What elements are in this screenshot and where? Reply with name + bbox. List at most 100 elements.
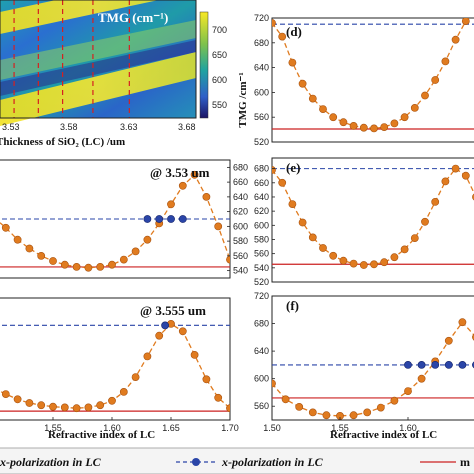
data-point-orange bbox=[202, 375, 211, 384]
data-point-orange bbox=[417, 374, 426, 383]
plot-frame bbox=[271, 295, 474, 421]
data-point-orange bbox=[288, 200, 297, 208]
data-point-orange bbox=[288, 58, 297, 67]
data-point-orange bbox=[461, 18, 470, 25]
panel-label-e: (e) bbox=[286, 160, 300, 175]
panel-b: 540 560 580 600 620 640 660 680 bbox=[0, 159, 248, 279]
panel-e: 520 540 560 580 600 620 640 660 680 bbox=[254, 157, 474, 287]
data-point-orange bbox=[390, 396, 399, 405]
data-point-orange bbox=[60, 260, 69, 269]
data-point-blue bbox=[404, 360, 412, 369]
series-line-orange bbox=[0, 173, 230, 269]
data-point-orange bbox=[178, 181, 187, 190]
data-point-orange bbox=[13, 395, 22, 404]
data-point-orange bbox=[72, 404, 81, 413]
data-point-orange bbox=[349, 259, 358, 268]
y-tick-label: 560 bbox=[254, 112, 269, 122]
data-point-orange bbox=[370, 260, 378, 269]
y-tick-label: 680 bbox=[254, 319, 269, 329]
line-panels: 540 560 580 600 620 640 660 680 1.55 1.60 1.65 1.70… bbox=[0, 13, 474, 433]
data-point-orange bbox=[461, 171, 470, 180]
data-point-orange bbox=[308, 233, 317, 242]
x-tick-label: 1.70 bbox=[221, 423, 239, 433]
data-point-orange bbox=[329, 113, 338, 122]
data-point-blue bbox=[458, 360, 467, 369]
data-point-orange bbox=[410, 234, 419, 242]
plot-area bbox=[272, 164, 474, 269]
colorbar-tick: 550 bbox=[212, 100, 227, 110]
legend-blue-marker bbox=[192, 458, 200, 466]
panel-c: 1.55 1.60 1.65 1.70 bbox=[0, 297, 239, 433]
data-point-orange bbox=[214, 222, 223, 231]
colorbar-title: TMG (cm⁻¹) bbox=[98, 10, 168, 25]
data-point-orange bbox=[49, 257, 57, 265]
heatmap-frame bbox=[0, 0, 197, 119]
y-tick-label: 660 bbox=[254, 178, 269, 188]
y-tick-label: 640 bbox=[233, 192, 248, 202]
data-point-orange bbox=[37, 401, 46, 410]
y-tick-label: 560 bbox=[233, 251, 248, 261]
y-tick-label: 600 bbox=[254, 220, 269, 230]
data-point-orange bbox=[278, 178, 287, 187]
y-tick-label: 600 bbox=[254, 87, 269, 97]
data-point-orange bbox=[363, 408, 372, 417]
data-point-orange bbox=[25, 244, 34, 253]
y-tick-label: 520 bbox=[254, 277, 269, 287]
y-tick-label: 600 bbox=[254, 374, 269, 384]
series-line-orange bbox=[272, 167, 474, 266]
data-point-orange bbox=[410, 104, 419, 112]
y-tick-label: 720 bbox=[254, 291, 269, 301]
data-point-orange bbox=[167, 200, 175, 209]
data-point-orange bbox=[444, 336, 453, 345]
data-point-orange bbox=[226, 404, 230, 413]
data-point-orange bbox=[451, 164, 460, 173]
colorbar-tick: 650 bbox=[212, 50, 227, 60]
data-point-orange bbox=[108, 260, 116, 269]
data-point-orange bbox=[308, 94, 317, 103]
legend-blue-label: x-polarization in LC bbox=[221, 455, 324, 469]
x-axis-label-f: Refractive index of LC bbox=[330, 429, 437, 441]
data-point-orange bbox=[441, 177, 450, 186]
y-tick-label: 560 bbox=[254, 249, 269, 259]
data-point-orange bbox=[37, 251, 46, 260]
data-point-orange bbox=[421, 91, 429, 100]
data-point-orange bbox=[202, 192, 211, 201]
series-line-orange bbox=[272, 321, 474, 417]
plot-area bbox=[272, 18, 474, 133]
y-tick-label: 640 bbox=[254, 346, 269, 356]
data-point-orange bbox=[119, 255, 128, 264]
data-point-orange bbox=[108, 396, 116, 405]
colorbar bbox=[199, 11, 209, 119]
legend: x-polarization in LC x-polarization in L… bbox=[0, 447, 474, 474]
x-axis-label-c: Refractive index of LC bbox=[48, 429, 155, 441]
data-point-orange bbox=[421, 217, 429, 226]
data-point-orange bbox=[380, 123, 389, 131]
data-point-orange bbox=[84, 403, 93, 412]
x-tick-label: 1.55 bbox=[331, 423, 349, 433]
data-point-orange bbox=[214, 393, 223, 402]
plot-area bbox=[0, 170, 230, 272]
data-point-orange bbox=[1, 223, 10, 232]
data-point-orange bbox=[431, 197, 440, 206]
y-tick-label: 680 bbox=[254, 164, 269, 174]
heatmap-panel: TMG (cm⁻¹) 700 650 600 550 3.53 3.58 3.6… bbox=[0, 0, 227, 148]
heatmap-x-tick: 3.68 bbox=[178, 122, 196, 132]
data-point-orange bbox=[96, 401, 105, 410]
y-tick-label: 580 bbox=[254, 234, 269, 244]
data-point-orange bbox=[143, 235, 152, 244]
heatmap-band-dark bbox=[0, 40, 196, 96]
x-tick-label: 1.65 bbox=[162, 423, 180, 433]
data-point-orange bbox=[319, 244, 327, 252]
data-point-blue bbox=[143, 215, 152, 223]
colorbar-tick: 600 bbox=[212, 75, 227, 85]
data-point-orange bbox=[404, 387, 412, 395]
data-point-orange bbox=[131, 247, 140, 256]
data-point-orange bbox=[359, 123, 368, 132]
x-tick-label: 1.50 bbox=[263, 423, 281, 433]
data-point-orange bbox=[308, 408, 317, 417]
data-point-orange bbox=[190, 170, 199, 179]
data-point-orange bbox=[458, 318, 467, 327]
y-tick-label: 660 bbox=[233, 177, 248, 187]
data-point-blue bbox=[178, 215, 187, 223]
data-point-blue bbox=[444, 360, 453, 369]
